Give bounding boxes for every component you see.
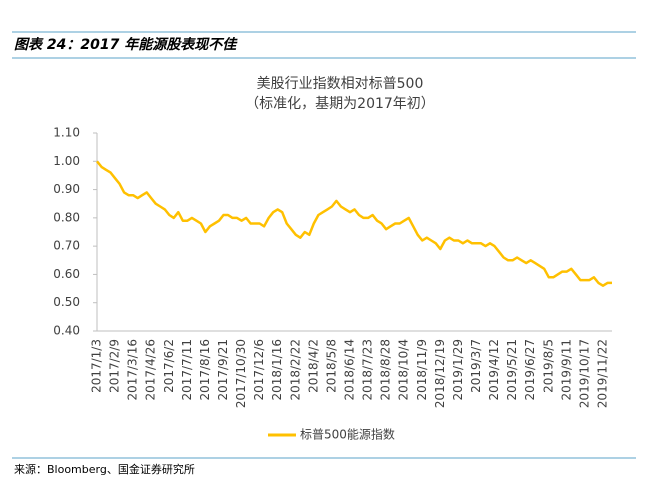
- x-tick-label: 2019/4/12: [487, 339, 501, 401]
- source-note: 来源：Bloomberg、国金证券研究所: [14, 462, 195, 476]
- y-tick-label: 0.90: [53, 182, 80, 196]
- x-tick-label: 2017/1/3: [90, 339, 104, 393]
- x-tick-label: 2018/8/28: [379, 339, 393, 401]
- x-tick-label: 2017/6/2: [162, 339, 176, 393]
- y-tick-label: 0.60: [53, 267, 80, 281]
- y-tick-label: 0.70: [53, 239, 80, 253]
- x-tick-label: 2017/2/9: [108, 339, 122, 393]
- x-tick-label: 2018/6/14: [342, 339, 356, 401]
- x-tick-label: 2017/4/26: [144, 339, 158, 401]
- x-tick-label: 2019/9/11: [559, 339, 573, 401]
- y-tick-label: 1.00: [53, 154, 80, 168]
- y-tick-label: 1.10: [53, 126, 80, 140]
- chart-subtitle: （标准化，基期为2017年初）: [245, 95, 435, 112]
- x-tick-label: 2017/7/11: [180, 339, 194, 401]
- x-tick-label: 2018/5/8: [324, 339, 338, 393]
- x-tick-label: 2018/11/9: [415, 339, 429, 401]
- x-tick-label: 2017/3/16: [126, 339, 140, 401]
- x-tick-label: 2019/8/5: [541, 339, 555, 393]
- x-tick-label: 2019/1/29: [451, 339, 465, 401]
- x-tick-label: 2018/2/22: [288, 339, 302, 401]
- x-tick-label: 2017/12/6: [252, 339, 266, 401]
- x-tick-label: 2019/3/7: [469, 339, 483, 393]
- data-line: [96, 160, 612, 287]
- x-tick-label: 2018/12/19: [433, 339, 447, 408]
- x-tick-label: 2017/9/21: [216, 339, 230, 401]
- header-title: 图表 24：2017 年能源股表现不佳: [14, 36, 238, 53]
- x-tick-label: 2019/10/17: [577, 339, 591, 408]
- x-tick-label: 2018/1/16: [270, 339, 284, 401]
- y-tick-label: 0.80: [53, 210, 80, 224]
- x-tick-label: 2019/6/27: [523, 339, 537, 401]
- x-tick-label: 2018/7/23: [361, 339, 375, 401]
- x-tick-label: 2019/11/22: [595, 339, 609, 408]
- y-tick-label: 0.40: [53, 324, 80, 338]
- x-tick-label: 2019/5/21: [505, 339, 519, 401]
- x-tick-label: 2018/10/4: [397, 339, 411, 401]
- legend-label: 标普500能源指数: [300, 427, 395, 442]
- y-tick-label: 0.50: [53, 295, 80, 309]
- x-tick-label: 2017/10/30: [234, 339, 248, 408]
- x-tick-label: 2018/4/2: [306, 339, 320, 393]
- x-tick-label: 2017/8/16: [198, 339, 212, 401]
- chart-title: 美股行业指数相对标普500: [257, 76, 424, 92]
